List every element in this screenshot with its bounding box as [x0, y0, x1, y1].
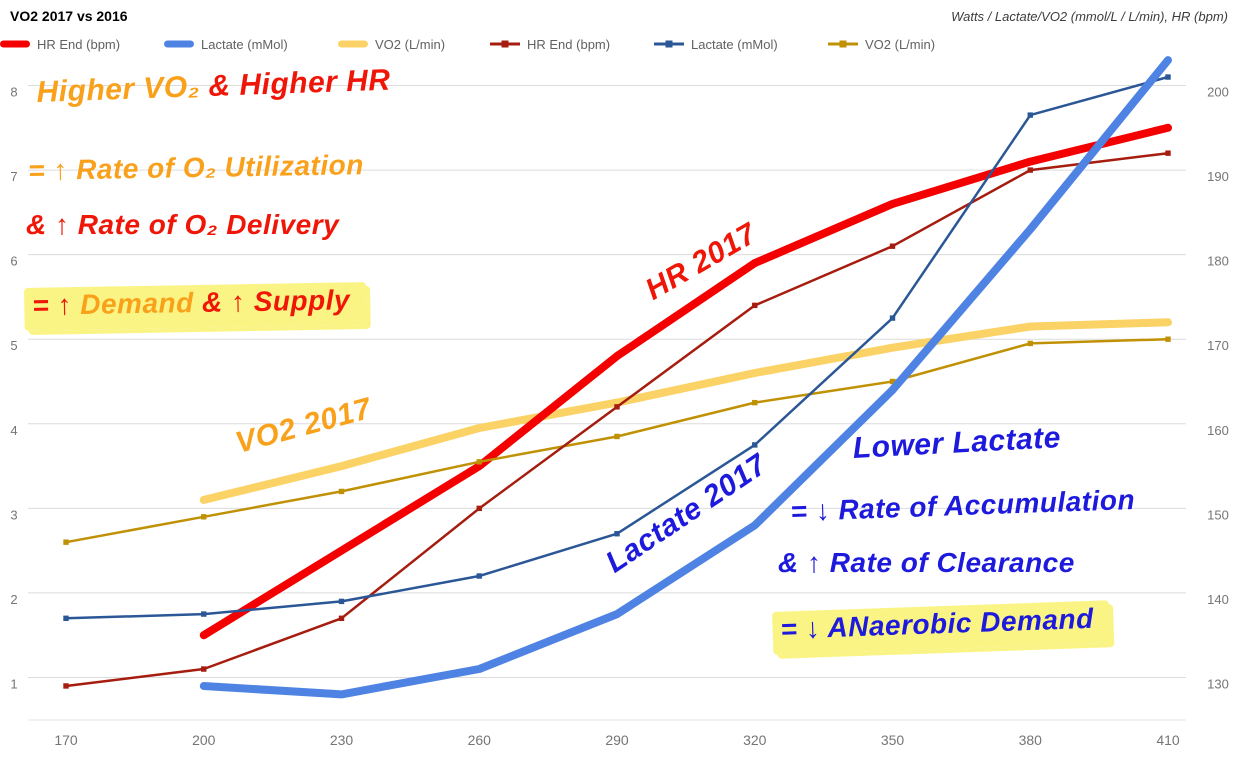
annotation-rate-of-o2-utilization: = ↑ Rate of O₂ Utilization [27, 149, 365, 187]
x-axis-tick-label: 410 [1156, 732, 1180, 748]
data-point-vo2-2016 [63, 539, 69, 545]
x-axis-tick-label: 350 [881, 732, 905, 748]
legend-swatch [0, 33, 30, 55]
page-title: VO2 2017 vs 2016 [10, 8, 128, 24]
left-axis-tick-label: 8 [10, 85, 17, 100]
legend-label: Lactate (mMol) [691, 36, 778, 52]
right-axis-tick-label: 140 [1207, 592, 1229, 607]
left-axis-tick-label: 4 [10, 423, 17, 438]
annotation-text: & ↑ Supply [201, 284, 351, 318]
left-axis-tick-label: 1 [10, 677, 17, 692]
data-point-vo2-2016 [752, 399, 758, 406]
data-point-lactate-2016 [201, 611, 207, 617]
data-point-vo2-2016 [338, 488, 345, 495]
data-point-hr-2016 [201, 666, 207, 672]
data-point-lactate-2016 [1027, 112, 1033, 118]
data-point-hr-2016 [476, 505, 482, 512]
legend-swatch [654, 33, 684, 55]
left-axis-tick-label: 5 [10, 338, 17, 353]
legend-label: HR End (bpm) [37, 36, 121, 52]
data-point-vo2-2016 [201, 514, 207, 520]
left-axis-tick-label: 3 [10, 507, 17, 522]
annotation-rate-of-clearance: & ↑ Rate of Clearance [778, 547, 1075, 579]
legend-item-lactate-mmol--2017[interactable]: Lactate (mMol) [164, 33, 288, 55]
data-point-vo2-2016 [889, 378, 896, 385]
data-point-hr-2016 [1027, 167, 1033, 173]
legend-swatch [164, 33, 194, 55]
legend-item-lactate-mmol--2016[interactable]: Lactate (mMol) [654, 33, 778, 55]
legend-label: VO2 (L/min) [865, 36, 936, 52]
right-axis-tick-label: 200 [1207, 85, 1229, 100]
x-axis-tick-label: 230 [330, 732, 354, 748]
right-axis-tick-label: 130 [1207, 677, 1229, 692]
annotation-text: & ↑ Rate of Clearance [778, 547, 1075, 578]
data-point-hr-2016 [338, 615, 345, 622]
data-point-vo2-2016 [476, 459, 482, 465]
series-line-vo2-2017 [199, 318, 1172, 504]
annotation-text: = ↑ Rate of O₂ Utilization [27, 149, 365, 186]
annotation-text: = ↓ ANaerobic Demand [780, 602, 1095, 645]
legend-swatch [338, 33, 368, 55]
axis-units-note: Watts / Lactate/VO2 (mmol/L / L/min), HR… [951, 9, 1228, 24]
x-axis-tick-label: 320 [743, 732, 767, 748]
annotation-text: & ↑ Rate of O₂ Delivery [26, 209, 340, 240]
data-point-lactate-2016 [889, 315, 896, 321]
legend-item-vo2-l-min--2016[interactable]: VO2 (L/min) [828, 33, 935, 55]
data-point-hr-2016 [889, 243, 896, 249]
x-axis-tick-label: 290 [605, 732, 629, 748]
x-axis-tick-label: 260 [468, 732, 492, 748]
data-point-vo2-2016 [614, 433, 620, 440]
right-axis-tick-label: 150 [1207, 507, 1229, 522]
annotation-text: Demand [79, 286, 203, 321]
data-point-hr-2016 [752, 302, 758, 309]
data-point-lactate-2016 [476, 573, 482, 579]
left-axis-tick-label: 7 [10, 169, 17, 184]
x-axis-tick-label: 170 [54, 732, 78, 748]
legend-label: HR End (bpm) [527, 36, 611, 52]
data-point-lactate-2016 [338, 598, 345, 605]
right-axis-tick-label: 170 [1207, 338, 1229, 353]
chart-legend: HR End (bpm) Lactate (mMol) VO2 (L/min) HR … [0, 33, 1234, 55]
annotation-demand-and-supply: = ↑ Demand & ↑ Supply [24, 282, 367, 331]
series-line-lactate-2017 [199, 56, 1172, 699]
data-point-hr-2016 [614, 404, 620, 410]
data-point-lactate-2016 [752, 442, 758, 448]
series-line-hr-2017 [199, 123, 1172, 640]
right-axis-tick-label: 160 [1207, 423, 1229, 438]
data-point-hr-2016 [63, 683, 69, 689]
annotation-rate-of-o2-delivery: & ↑ Rate of O₂ Delivery [26, 209, 340, 241]
legend-item-hr-end-bpm--2017[interactable]: HR End (bpm) [0, 33, 120, 55]
legend-item-hr-end-bpm--2016[interactable]: HR End (bpm) [490, 33, 610, 55]
legend-swatch [490, 33, 520, 55]
x-axis-tick-label: 200 [192, 732, 216, 748]
x-axis-tick-label: 380 [1019, 732, 1043, 748]
data-point-hr-2016 [1165, 150, 1171, 156]
left-axis-tick-label: 6 [10, 254, 17, 269]
legend-label: VO2 (L/min) [375, 36, 446, 52]
right-axis-tick-label: 190 [1207, 169, 1229, 184]
legend-item-vo2-l-min--2017[interactable]: VO2 (L/min) [338, 33, 445, 55]
data-point-vo2-2016 [1027, 340, 1033, 347]
data-point-lactate-2016 [1165, 74, 1171, 80]
legend-swatch [828, 33, 858, 55]
data-point-lactate-2016 [614, 531, 620, 537]
right-axis-tick-label: 180 [1207, 254, 1229, 269]
left-axis-tick-label: 2 [10, 592, 17, 607]
data-point-vo2-2016 [1165, 336, 1171, 342]
annotation-text: & Higher HR [207, 63, 392, 103]
annotation-text: = ↑ [32, 289, 81, 321]
annotation-text: Higher VO₂ [36, 69, 210, 109]
legend-label: Lactate (mMol) [201, 36, 288, 52]
data-point-lactate-2016 [63, 615, 69, 622]
